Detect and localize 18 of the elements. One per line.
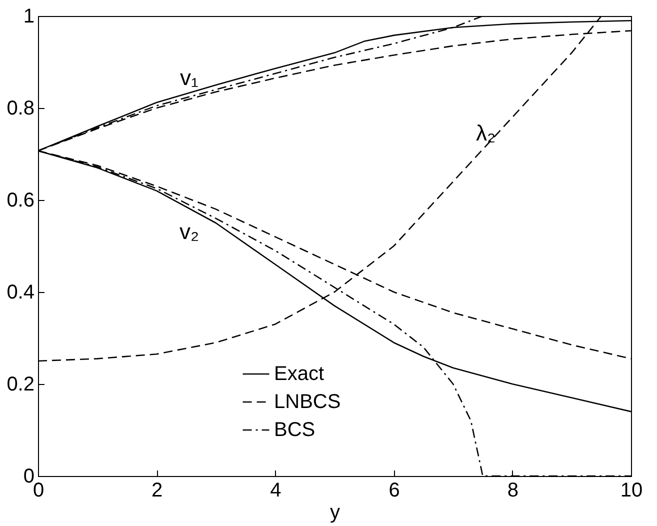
y-tick-label: 1 [23,6,34,28]
x-tick-label: 10 [620,480,643,502]
x-tick-label: 2 [152,480,163,502]
annotation: v₂ [179,219,199,244]
y-tick-label: 0.4 [6,282,34,304]
y-tick-label: 0.2 [6,374,34,396]
legend-label: LNBCS [274,391,341,413]
y-tick-label: 0.8 [6,98,34,120]
y-tick-label: 0.6 [6,190,34,212]
x-axis-title: y [330,502,340,524]
x-tick-label: 6 [388,480,400,502]
legend-label: Exact [274,363,324,385]
x-tick-label: 4 [270,480,282,502]
annotation: v₁ [180,65,198,90]
legend-label: BCS [274,419,316,441]
annotation: λ₂ [476,120,496,146]
x-tick-label: 8 [507,480,518,502]
y-tick-label: 0 [23,466,34,488]
